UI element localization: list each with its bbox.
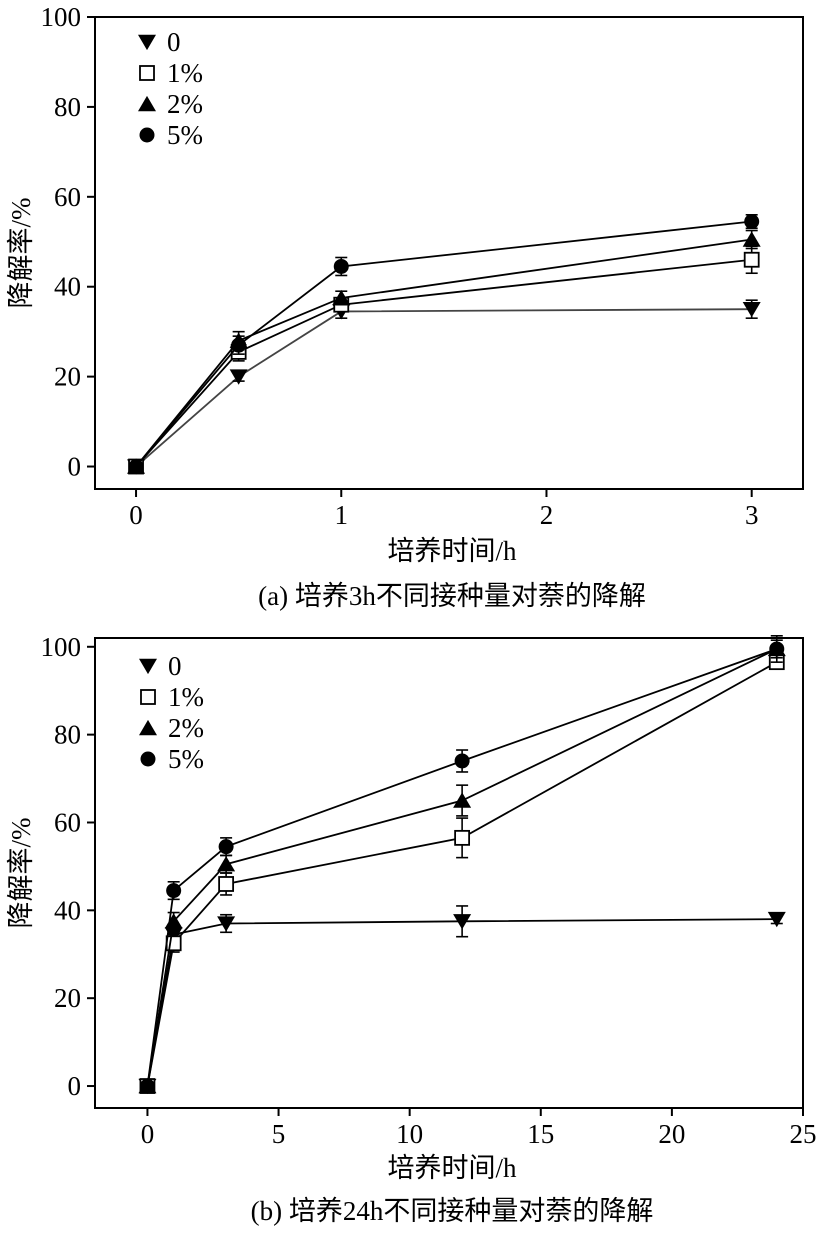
chart-a-xtick-label-3: 3 [745, 500, 759, 530]
chart-a-caption: (a) 培养3h不同接种量对萘的降解 [258, 581, 646, 611]
chart-b-series-2-point-3 [453, 792, 472, 808]
chart-a-legend-marker-0 [138, 34, 156, 51]
chart-a-series-2-point-2 [332, 289, 351, 306]
chart-a-series-1-point-3 [743, 251, 760, 268]
chart-b-series-2-point-2 [217, 856, 236, 872]
chart-b-xtick-label-3: 15 [527, 1119, 554, 1149]
chart-b-series-0-line [146, 918, 777, 1087]
chart-a-plot-frame [94, 16, 804, 490]
chart-b-series-3-point-1 [166, 883, 182, 899]
chart-a-series-1-line [135, 258, 752, 468]
chart-a-xtick-label-1: 1 [335, 500, 349, 530]
chart-b-caption: (b) 培养24h不同接种量对萘的降解 [251, 1196, 654, 1226]
chart-a-series-0-point-1 [229, 369, 248, 385]
chart-b-ytick-label-2: 40 [54, 895, 81, 925]
chart-a-series-3-point-2 [333, 258, 349, 274]
chart-a-ytick-label-5: 100 [41, 2, 82, 32]
chart-a-ytick-label-1: 20 [54, 362, 81, 392]
chart-b-legend-marker-0 [139, 658, 157, 675]
chart-a-series-2-point-3 [742, 231, 761, 247]
chart-b-series-1-point-2 [218, 876, 235, 892]
chart-a-ylabel: 降解率/% [6, 198, 36, 309]
chart-a-legend-label-1: 1% [167, 58, 203, 88]
chart-a-legend-marker-3 [139, 127, 155, 143]
chart-b-series-3-point-2 [218, 839, 234, 855]
chart-a-legend-marker-2 [138, 95, 156, 112]
chart-a-legend-marker-1 [139, 65, 155, 81]
chart-b-series-0-point-4 [767, 911, 786, 928]
chart-a-legend-label-0: 0 [167, 27, 181, 57]
chart-a-series-3-point-3 [744, 214, 760, 230]
chart-b-series-3-point-3 [454, 753, 470, 769]
chart-b-legend-marker-1 [140, 689, 156, 705]
chart-a-legend-label-2: 2% [167, 89, 203, 119]
chart-b-legend-label-2: 2% [168, 713, 204, 743]
chart-a-series-0-line [135, 308, 752, 468]
chart-b-ytick-label-5: 100 [41, 632, 82, 662]
chart-b-legend-label-3: 5% [168, 744, 204, 774]
chart-b-legend-label-0: 0 [168, 651, 182, 681]
chart-b-ytick-label-4: 80 [54, 720, 81, 750]
chart-b-xtick-label-0: 0 [141, 1119, 155, 1149]
chart-a-ytick-label-0: 0 [68, 452, 82, 482]
chart-a-series-3-line [135, 220, 752, 468]
chart-a-series-3-point-1 [231, 337, 247, 353]
chart-a-ytick-label-3: 60 [54, 182, 81, 212]
chart-b-xtick-label-5: 25 [790, 1119, 817, 1149]
chart-b-xtick-label-1: 5 [272, 1119, 286, 1149]
chart-b-ytick-label-1: 20 [54, 983, 81, 1013]
chart-b-ytick-label-0: 0 [68, 1071, 82, 1101]
chart-b-series-3-point-4 [769, 641, 785, 657]
chart-b-series-3-point-0 [139, 1078, 155, 1094]
chart-b-plot-frame [94, 637, 804, 1109]
chart-a-xtick-label-0: 0 [129, 500, 143, 530]
chart-a-xlabel: 培养时间/h [387, 536, 517, 566]
chart-b-legend-marker-2 [139, 719, 157, 736]
chart-a-series-0-point-3 [742, 301, 761, 318]
chart-b-series-1-point-3 [454, 829, 471, 846]
chart-b-series-1-line [146, 661, 778, 1087]
chart-b-series-0-point-2 [217, 916, 236, 932]
chart-a-series-2-line [135, 238, 752, 468]
chart-b-ylabel: 降解率/% [6, 818, 36, 929]
chart-b-xlabel: 培养时间/h [387, 1153, 517, 1183]
chart-b-legend-marker-3 [140, 751, 156, 767]
chart-a-ytick-label-4: 80 [54, 92, 81, 122]
chart-a-ytick-label-2: 40 [54, 272, 81, 302]
chart-b-legend-label-1: 1% [168, 682, 204, 712]
chart-a-xtick-label-2: 2 [540, 500, 554, 530]
chart-b-ytick-label-3: 60 [54, 807, 81, 837]
chart-a-legend-label-3: 5% [167, 120, 203, 150]
chart-b-series-0-point-3 [453, 914, 472, 930]
chart-b-xtick-label-4: 20 [658, 1119, 685, 1149]
chart-a-series-3-point-0 [128, 459, 144, 475]
chart-b-xtick-label-2: 10 [396, 1119, 423, 1149]
